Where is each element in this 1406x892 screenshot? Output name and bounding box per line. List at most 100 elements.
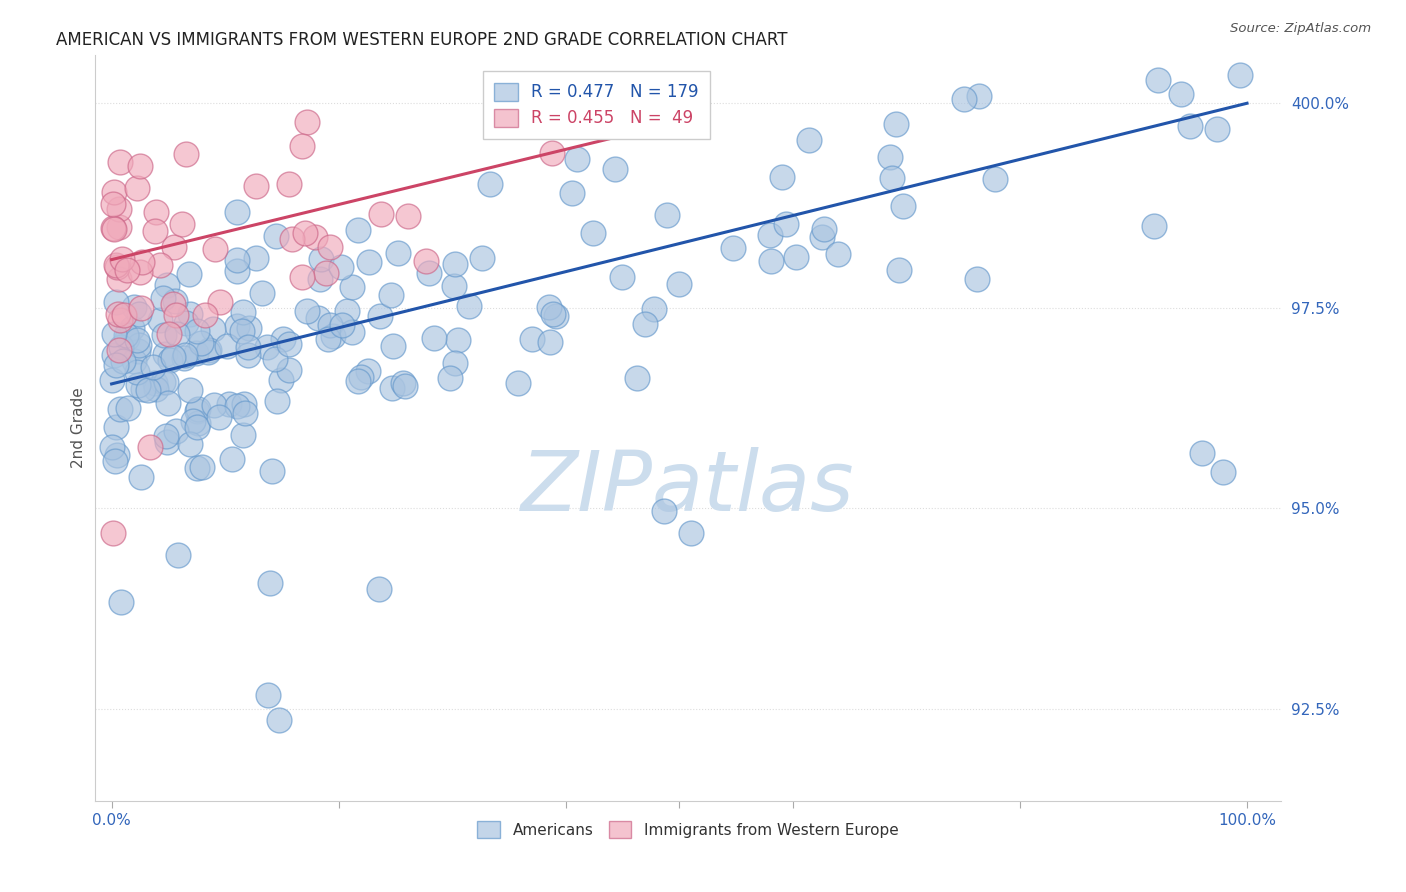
Point — [167, 548, 190, 562]
Point — [387, 246, 409, 260]
Point — [190, 459, 212, 474]
Point — [479, 177, 502, 191]
Point — [110, 313, 132, 327]
Point — [269, 713, 291, 727]
Point — [291, 269, 314, 284]
Point — [238, 347, 260, 361]
Point — [439, 371, 461, 385]
Point — [127, 365, 149, 379]
Point — [165, 425, 187, 439]
Point — [256, 340, 278, 354]
Point — [1191, 445, 1213, 459]
Point — [304, 230, 326, 244]
Point — [232, 305, 254, 319]
Point — [330, 318, 353, 332]
Point — [318, 332, 340, 346]
Point — [880, 171, 903, 186]
Point — [103, 222, 125, 236]
Point — [166, 308, 188, 322]
Point — [121, 321, 143, 335]
Point — [117, 401, 139, 415]
Point — [238, 321, 260, 335]
Point — [226, 253, 249, 268]
Point — [187, 402, 209, 417]
Point — [101, 221, 124, 235]
Point — [155, 376, 177, 390]
Point — [315, 266, 337, 280]
Point — [197, 345, 219, 359]
Point — [129, 159, 152, 173]
Point — [173, 351, 195, 365]
Point — [271, 332, 294, 346]
Point — [232, 428, 254, 442]
Point — [759, 254, 782, 268]
Point — [156, 396, 179, 410]
Point — [270, 372, 292, 386]
Point — [1229, 68, 1251, 82]
Point — [245, 252, 267, 266]
Point — [110, 339, 132, 353]
Point — [112, 308, 135, 322]
Point — [197, 343, 219, 357]
Point — [187, 416, 209, 430]
Point — [827, 247, 849, 261]
Point — [233, 406, 256, 420]
Point — [643, 301, 665, 316]
Point — [101, 525, 124, 540]
Point — [179, 383, 201, 397]
Point — [149, 312, 172, 326]
Point — [443, 257, 465, 271]
Point — [162, 350, 184, 364]
Point — [381, 380, 404, 394]
Point — [110, 595, 132, 609]
Point — [103, 196, 125, 211]
Point — [204, 243, 226, 257]
Point — [233, 397, 256, 411]
Point — [218, 397, 240, 411]
Point — [368, 310, 391, 324]
Point — [775, 217, 797, 231]
Point — [127, 343, 149, 358]
Point — [186, 404, 208, 418]
Point — [984, 172, 1007, 186]
Point — [174, 316, 197, 330]
Point — [471, 251, 494, 265]
Point — [221, 452, 243, 467]
Point — [236, 340, 259, 354]
Point — [149, 258, 172, 272]
Point — [156, 435, 179, 450]
Point — [294, 227, 316, 241]
Point — [125, 181, 148, 195]
Point — [128, 307, 150, 321]
Point — [170, 218, 193, 232]
Point — [186, 324, 208, 338]
Point — [278, 177, 301, 191]
Point — [159, 353, 181, 368]
Point — [721, 241, 744, 255]
Point — [162, 297, 184, 311]
Point — [111, 354, 134, 368]
Point — [1170, 87, 1192, 101]
Point — [415, 254, 437, 268]
Point — [101, 440, 124, 454]
Point — [330, 260, 353, 274]
Point — [103, 185, 125, 199]
Point — [1180, 119, 1202, 133]
Point — [309, 252, 332, 267]
Point — [610, 269, 633, 284]
Point — [155, 429, 177, 443]
Point — [953, 92, 976, 106]
Point — [541, 307, 564, 321]
Point — [105, 258, 128, 272]
Point — [174, 147, 197, 161]
Point — [668, 277, 690, 291]
Point — [634, 317, 657, 331]
Point — [100, 373, 122, 387]
Point — [143, 376, 166, 391]
Point — [115, 328, 138, 343]
Point — [565, 152, 588, 166]
Point — [250, 285, 273, 300]
Point — [231, 324, 253, 338]
Point — [887, 263, 910, 277]
Point — [447, 333, 470, 347]
